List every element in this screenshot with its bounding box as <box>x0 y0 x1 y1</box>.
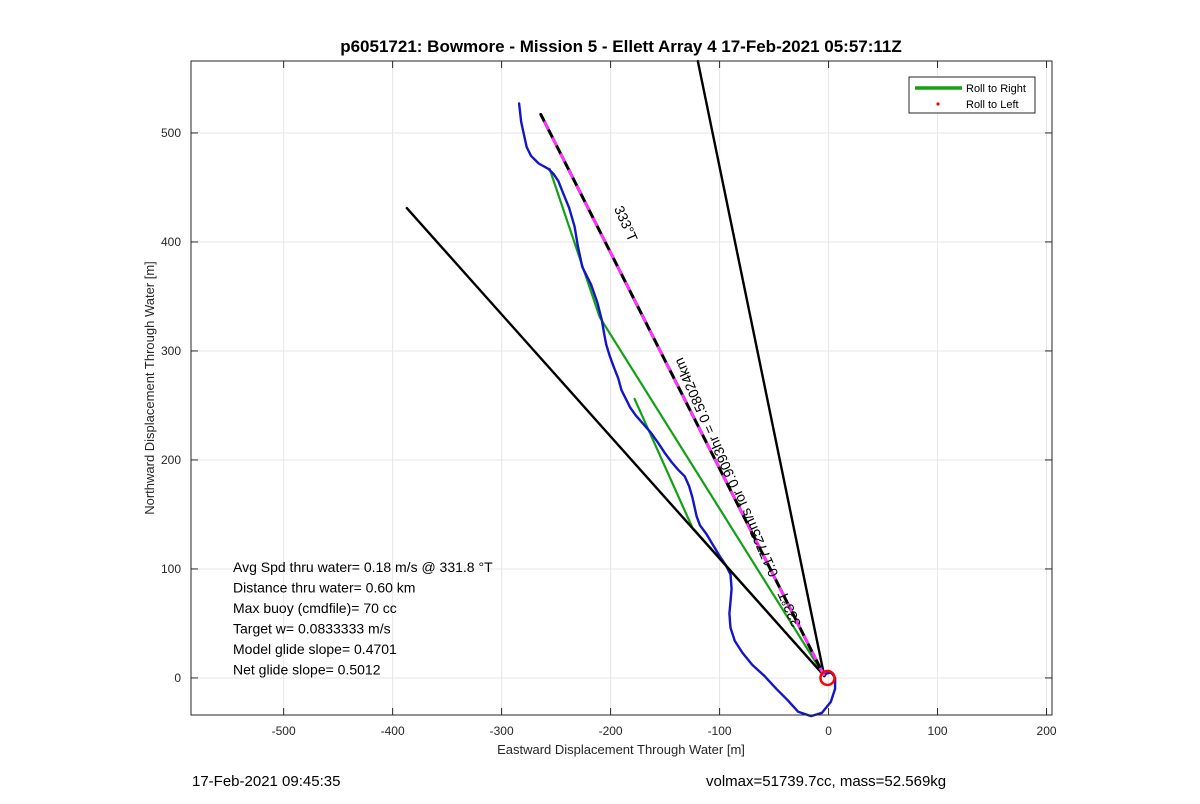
x-axis-label: Eastward Displacement Through Water [m] <box>497 742 745 757</box>
legend-label-roll-left: Roll to Left <box>966 99 1019 111</box>
annotations: 333°T0.17725m/s for 0.9093hr = 0.58024km… <box>611 203 804 629</box>
series-bound-line-west <box>405 206 826 677</box>
stats-line: Distance thru water= 0.60 km <box>233 580 415 596</box>
y-tick-label: 100 <box>161 562 181 576</box>
y-axis-label: Northward Displacement Through Water [m] <box>142 261 157 515</box>
ticks: -500 -400 -300 -200 -100 0 100 200 0 100 200 300 400… <box>161 61 1057 738</box>
series-layer <box>405 59 837 718</box>
x-tick-label: -300 <box>490 724 514 738</box>
y-tick-label: 300 <box>161 344 181 358</box>
grid <box>191 61 1052 715</box>
x-tick-label: -400 <box>381 724 405 738</box>
y-tick-label: 200 <box>161 453 181 467</box>
series-roll-right <box>548 167 826 677</box>
chart-title: p6051721: Bowmore - Mission 5 - Ellett A… <box>340 37 902 56</box>
legend-label-roll-right: Roll to Right <box>966 83 1026 95</box>
x-tick-label: 100 <box>928 724 948 738</box>
x-tick-label: -200 <box>599 724 623 738</box>
stats-line: Target w= 0.0833333 m/s <box>233 621 391 637</box>
stats-line: Max buoy (cmdfile)= 70 cc <box>233 600 397 616</box>
stats-text: Avg Spd thru water= 0.18 m/s @ 331.8 °T D… <box>233 559 493 678</box>
x-tick-label: -500 <box>272 724 296 738</box>
x-tick-label: -100 <box>708 724 732 738</box>
stats-line: Model glide slope= 0.4701 <box>233 641 397 657</box>
x-tick-label: 200 <box>1037 724 1057 738</box>
stats-line: Avg Spd thru water= 0.18 m/s @ 331.8 °T <box>233 559 493 575</box>
y-tick-label: 500 <box>161 126 181 140</box>
legend: Roll to Right Roll to Left <box>908 76 1036 114</box>
y-tick-label: 0 <box>174 671 181 685</box>
footer-info: volmax=51739.7cc, mass=52.569kg <box>706 773 947 790</box>
plot-frame <box>190 60 1053 716</box>
footer-timestamp: 17-Feb-2021 09:45:35 <box>192 773 341 790</box>
legend-swatch-roll-left <box>936 102 940 106</box>
annotation-label: 333°T <box>611 203 641 244</box>
legend-box <box>908 76 1036 114</box>
y-tick-label: 400 <box>161 235 181 249</box>
x-tick-label: 0 <box>825 724 832 738</box>
series-glider-track <box>517 102 837 718</box>
series-heading-line-dash <box>539 113 826 677</box>
series-bound-line-north <box>696 59 826 677</box>
start-marker-circle <box>819 669 836 687</box>
stats-line: Net glide slope= 0.5012 <box>233 662 381 678</box>
